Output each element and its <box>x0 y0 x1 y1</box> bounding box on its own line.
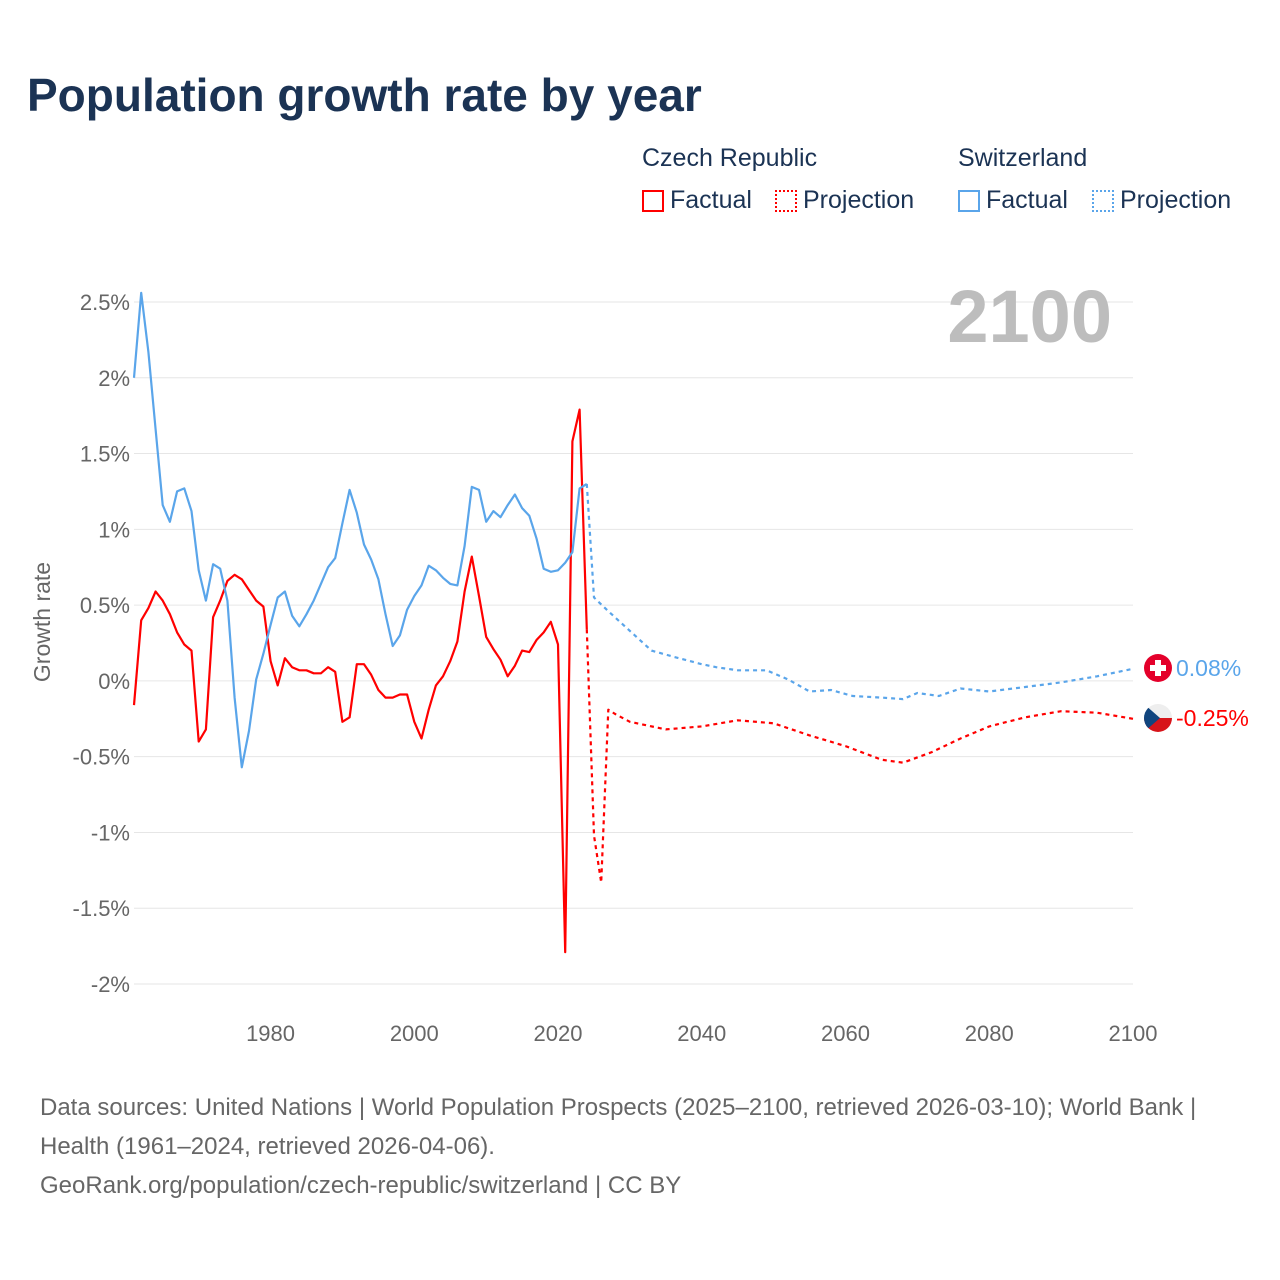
legend-label: Factual <box>670 186 752 214</box>
y-tick-label: -1.5% <box>73 896 130 921</box>
legend-label: Projection <box>803 186 915 214</box>
x-tick-label: 2100 <box>1109 1021 1158 1046</box>
y-tick-label: -2% <box>91 972 130 997</box>
footer: Data sources: United Nations | World Pop… <box>40 1088 1240 1205</box>
y-tick-label: 0% <box>98 669 130 694</box>
y-tick-label: -1% <box>91 820 130 845</box>
legend-label: Projection <box>1120 186 1232 214</box>
legend-swatch-solid <box>958 189 980 212</box>
year-watermark: 2100 <box>947 275 1112 358</box>
legend-switzerland-heading: Switzerland <box>958 144 1088 172</box>
y-tick-label: -0.5% <box>73 745 130 770</box>
switzerland-flag-icon <box>1144 654 1172 682</box>
x-tick-label: 2040 <box>677 1021 726 1046</box>
legend-swatch-solid <box>642 189 664 212</box>
legend-swatch-dotted <box>1092 189 1114 212</box>
legend-czech-factual[interactable]: Factual <box>642 186 752 215</box>
legend-switzerland-projection[interactable]: Projection <box>1092 186 1231 215</box>
x-tick-label: 1980 <box>246 1021 295 1046</box>
chart-title: Population growth rate by year <box>27 69 702 121</box>
y-tick-label: 0.5% <box>80 593 130 618</box>
series-line-switzerland-factual <box>132 291 588 769</box>
czech-flag-icon <box>1144 704 1172 732</box>
x-tick-label: 2080 <box>965 1021 1014 1046</box>
czech-end-label: -0.25% <box>1176 705 1249 731</box>
x-tick-label: 2020 <box>534 1021 583 1046</box>
x-tick-label: 2000 <box>390 1021 439 1046</box>
credit-link[interactable]: GeoRank.org/population/czech-republic/sw… <box>40 1172 682 1199</box>
legend-swatch-dotted <box>775 189 797 212</box>
switzerland-end-label: 0.08% <box>1176 655 1241 681</box>
y-axis-label: Growth rate <box>29 562 55 682</box>
data-sources: Data sources: United Nations | World Pop… <box>40 1094 1197 1160</box>
legend-label: Factual <box>986 186 1068 214</box>
legend-switzerland-factual[interactable]: Factual <box>958 186 1068 215</box>
y-tick-label: 1% <box>98 517 130 542</box>
series-line-czech-republic-factual <box>132 408 588 954</box>
legend-czech-heading: Czech Republic <box>642 144 818 172</box>
y-tick-label: 1.5% <box>80 442 130 467</box>
x-tick-label: 2060 <box>821 1021 870 1046</box>
y-tick-label: 2.5% <box>80 290 130 315</box>
y-tick-label: 2% <box>98 366 130 391</box>
legend-czech-projection[interactable]: Projection <box>775 186 914 215</box>
series-line-switzerland-projection <box>585 483 1134 701</box>
series-line-czech-republic-projection <box>585 629 1134 884</box>
